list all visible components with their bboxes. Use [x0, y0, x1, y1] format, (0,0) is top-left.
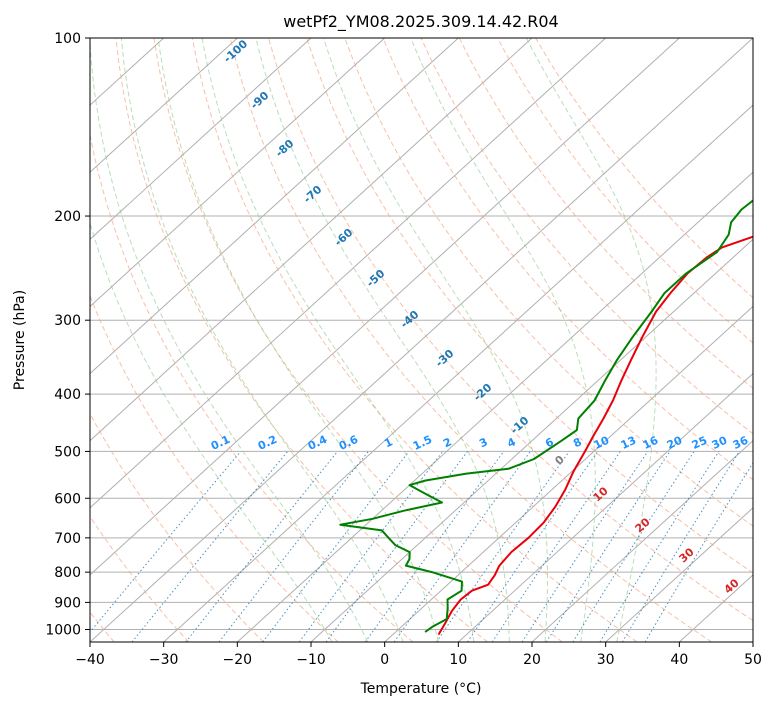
temperature-profile-line [437, 235, 753, 636]
plot-frame [89, 37, 754, 643]
mixing-ratio-line [325, 451, 468, 642]
moist-adiabat [90, 221, 333, 642]
dewpoint-profile-line [339, 199, 753, 633]
isotherm-line [163, 104, 753, 642]
mixing-ratio-line [545, 451, 671, 642]
x-tick-label: −20 [223, 652, 253, 668]
isotherm-line [457, 372, 753, 642]
y-tick-label: 500 [54, 444, 81, 460]
y-tick-label: 1000 [45, 622, 81, 638]
y-axis: 100 200 300 400 500 600 700 800 900 1000 [45, 31, 90, 638]
isotherm-line [90, 38, 753, 642]
x-tick-label: 40 [670, 652, 688, 668]
isotherm-line [90, 38, 607, 509]
dry-adiabat [496, 38, 753, 344]
isotherm-line [605, 507, 753, 642]
mixing-ratio-line [572, 451, 695, 642]
dry-adiabat [306, 38, 753, 574]
dry-adiabat [344, 38, 753, 527]
y-tick-label: 600 [54, 491, 81, 507]
dry-adiabat [229, 38, 712, 642]
background-lines [90, 38, 753, 642]
moist-adiabat [201, 38, 475, 642]
x-tick-label: 30 [597, 652, 615, 668]
mixing-ratio-label: 30 [710, 434, 730, 452]
y-tick-label: 900 [54, 595, 81, 611]
dry-adiabat [90, 412, 264, 642]
dry-adiabat [153, 38, 563, 642]
mixing-ratio-label: 36 [731, 434, 751, 452]
y-tick-label: 100 [54, 31, 81, 47]
x-tick-label: 0 [380, 652, 389, 668]
x-tick-label: 20 [523, 652, 541, 668]
dry-adiabat [90, 132, 414, 642]
mixing-ratio-label: 10 [592, 434, 612, 452]
chart-title: wetPf2_YM08.2025.309.14.42.R04 [283, 12, 558, 32]
profile-series [339, 199, 753, 636]
moist-adiabat [410, 38, 596, 642]
moist-adiabat [255, 38, 510, 642]
y-tick-label: 400 [54, 387, 81, 403]
mixing-ratio-line [521, 451, 649, 642]
isotherm-line [90, 38, 680, 576]
mixing-ratio-label: 25 [690, 434, 709, 452]
isotherm-line [384, 305, 753, 642]
y-tick-label: 700 [54, 531, 81, 547]
moist-adiabat [120, 38, 404, 642]
mixing-ratio-line [298, 451, 444, 642]
mixing-ratio-line [262, 451, 410, 642]
x-axis-title: Temperature (°C) [360, 681, 482, 697]
mixing-ratio-line [467, 451, 599, 642]
isotherm-line [90, 38, 386, 308]
mixing-ratio-line [185, 451, 338, 642]
x-tick-label: 10 [449, 652, 467, 668]
moist-adiabat [323, 38, 548, 642]
x-tick-label: −40 [75, 652, 105, 668]
dry-adiabat [191, 38, 638, 642]
dry-adiabat [420, 38, 753, 435]
mixing-ratio-label: 13 [619, 434, 638, 452]
y-axis-title: Pressure (hPa) [12, 290, 28, 390]
moist-adiabat [157, 38, 439, 642]
mixing-ratio-line [393, 451, 531, 642]
isotherm-line [90, 38, 312, 241]
x-tick-label: −30 [149, 652, 179, 668]
mixing-ratio-line [599, 451, 720, 642]
mixing-ratio-line [364, 451, 505, 642]
y-tick-label: 300 [54, 313, 81, 329]
y-tick-label: 800 [54, 565, 81, 581]
x-axis: −40 −30 −20 −10 0 10 20 30 40 50 [75, 642, 762, 668]
isotherm-line [90, 38, 459, 375]
dry-adiabat [115, 38, 488, 642]
x-tick-label: 50 [744, 652, 762, 668]
isotherm-line [236, 171, 753, 642]
x-tick-label: −10 [296, 652, 326, 668]
dry-adiabat [535, 38, 753, 299]
mixing-ratio-line [90, 451, 242, 633]
mixing-ratio-label: 16 [641, 434, 661, 452]
isotherm-line [90, 38, 238, 173]
mixing-ratio-label: 20 [665, 434, 685, 452]
dry-adiabat [268, 38, 753, 622]
isotherm-line [531, 439, 753, 642]
mixing-ratio-line [131, 451, 288, 642]
mixing-ratio-line [621, 451, 740, 642]
isotherm-line [90, 38, 533, 442]
y-tick-label: 200 [54, 209, 81, 225]
mixing-ratio-line [491, 451, 621, 642]
mixing-ratio-line [435, 451, 570, 642]
